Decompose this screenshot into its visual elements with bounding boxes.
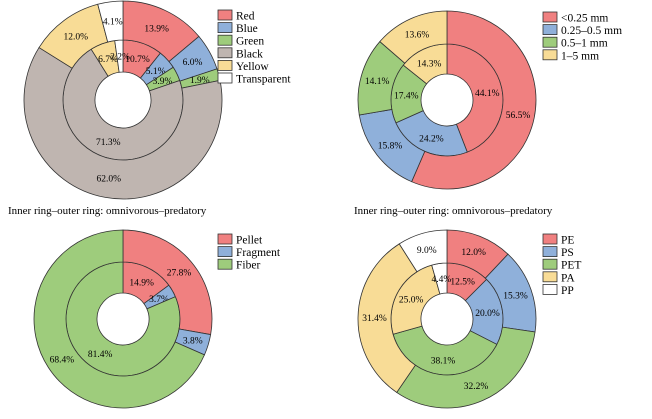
legend-label-ps: PS (561, 247, 574, 259)
legend-swatch-green (217, 34, 233, 46)
outer-ring-label-fragment: 3.8% (183, 337, 203, 347)
legend-swatch-0-5-1-mm (542, 36, 558, 48)
outer-ring-slice-black (23, 47, 223, 200)
caption-top-right: Inner ring–outer ring: omnivorous–predat… (354, 205, 553, 217)
legend-swatch-black (217, 47, 233, 59)
legend-swatch-0-25-mm (542, 11, 558, 23)
outer-ring-label-pellet: 27.8% (167, 269, 192, 279)
outer-ring-label-transparent: 4.1% (103, 18, 123, 28)
legend-label-pe: PE (561, 235, 574, 247)
legend-label-pa: PA (561, 272, 575, 284)
legend-label-transparent: Transparent (236, 74, 291, 86)
outer-ring-label-fiber: 68.4% (50, 355, 75, 365)
outer-ring-slice-0-25-mm (411, 10, 537, 190)
outer-ring-label-0-25-mm: 56.5% (506, 111, 531, 121)
legend-swatch-1-5-mm (542, 49, 558, 61)
legend-label-yellow: Yellow (236, 61, 269, 73)
legend-label-red: Red (236, 11, 255, 23)
legend-swatch-pa (542, 271, 558, 283)
inner-ring-label-pp: 4.4% (432, 275, 452, 285)
inner-ring-label-pe: 12.5% (450, 278, 475, 288)
outer-ring-slice-transparent (97, 0, 124, 43)
outer-ring-label-black: 62.0% (97, 175, 122, 185)
inner-ring-label-blue: 5.1% (146, 67, 166, 77)
outer-ring-label-green: 1.9% (190, 76, 210, 86)
legend-label-pp: PP (561, 285, 574, 297)
inner-ring-label-ps: 20.0% (475, 309, 500, 319)
legend-label-0-25-0-5-mm: 0.25–0.5 mm (561, 25, 622, 37)
legend-label-pet: PET (561, 260, 581, 272)
inner-ring-label-green: 3.9% (153, 77, 173, 87)
inner-ring-label-0-25-mm: 44.1% (475, 89, 500, 99)
outer-ring-label-pe: 12.0% (461, 248, 486, 258)
legend-swatch-0-25-0-5-mm (542, 24, 558, 36)
outer-ring-label-0-5-1-mm: 14.1% (365, 77, 390, 87)
outer-ring-slice-1-5-mm (379, 10, 448, 64)
caption-top-left: Inner ring–outer ring: omnivorous–predat… (8, 205, 207, 217)
outer-ring-slice-pa (357, 243, 418, 393)
legend-swatch-fiber (217, 258, 233, 270)
legend-swatch-transparent (217, 72, 233, 84)
legend-label-0-25-mm: <0.25 mm (561, 13, 608, 25)
inner-ring-label-0-5-1-mm: 17.4% (394, 91, 419, 101)
inner-ring-label-fiber: 81.4% (88, 350, 113, 360)
inner-ring-label-red: 10.7% (125, 55, 150, 65)
legend-swatch-pe (542, 233, 558, 245)
legend-swatch-yellow (217, 60, 233, 71)
inner-ring-label-pellet: 14.9% (129, 279, 154, 289)
inner-ring-label-transparent: 2.2% (110, 53, 130, 63)
legend-swatch-pp (542, 283, 558, 295)
legend-swatch-pellet (217, 233, 233, 245)
inner-ring-label-1-5-mm: 14.3% (417, 60, 442, 70)
outer-ring-label-red: 13.9% (144, 25, 169, 35)
inner-ring-label-pet: 38.1% (431, 356, 456, 366)
legend-label-0-5-1-mm: 0.5–1 mm (561, 38, 608, 50)
legend-label-1-5-mm: 1–5 mm (561, 50, 599, 62)
inner-ring-label-fragment: 3.7% (149, 295, 169, 305)
outer-ring-label-blue: 6.0% (183, 58, 203, 68)
legend-label-blue: Blue (236, 23, 258, 35)
legend-swatch-red (217, 9, 233, 21)
legend-swatch-fragment (217, 246, 233, 258)
outer-ring-label-pet: 32.2% (464, 382, 489, 392)
outer-ring-label-pp: 9.0% (417, 246, 437, 256)
legend-swatch-blue (217, 22, 233, 34)
legend-swatch-pet (542, 258, 558, 270)
outer-ring-slice-fiber (33, 229, 205, 409)
outer-ring-label-1-5-mm: 13.6% (405, 31, 430, 41)
outer-ring-label-yellow: 12.0% (64, 33, 89, 43)
legend-label-black: Black (236, 48, 263, 60)
legend-swatch-ps (542, 246, 558, 258)
outer-ring-slice-pp (398, 229, 448, 273)
legend-label-fragment: Fragment (236, 247, 281, 259)
outer-ring-label-pa: 31.4% (362, 314, 387, 324)
outer-ring-label-0-25-0-5-mm: 15.8% (378, 141, 403, 151)
inner-ring-label-black: 71.3% (96, 138, 121, 148)
inner-ring-label-yellow: 6.7% (98, 55, 118, 65)
inner-ring-label-pa: 25.0% (399, 296, 424, 306)
legend-label-green: Green (236, 36, 264, 48)
size-donut-chart: 44.1% 24.2% 17.4% 14.3% 56.5% 15.8% 14.1% 13.6%… (357, 10, 622, 190)
legend-label-fiber: Fiber (236, 260, 260, 272)
color-donut-chart: 10.7% 5.1%3.9% 71.3% 6.7%2.2% 13.9% 6.0% 1.9% 6… (23, 0, 291, 200)
inner-ring-label-0-25-0-5-mm: 24.2% (419, 134, 444, 144)
shape-donut-chart: 14.9% 3.7% 81.4% 27.8% 3.8% 68.4% PelletFragme… (33, 229, 281, 409)
outer-ring-label-ps: 15.3% (503, 292, 528, 302)
legend-label-pellet: Pellet (236, 235, 263, 247)
polymer-donut-chart: 12.5% 20.0% 38.1% 25.0% 4.4% 12.0% 15.3% 32.2% 3… (357, 229, 581, 409)
